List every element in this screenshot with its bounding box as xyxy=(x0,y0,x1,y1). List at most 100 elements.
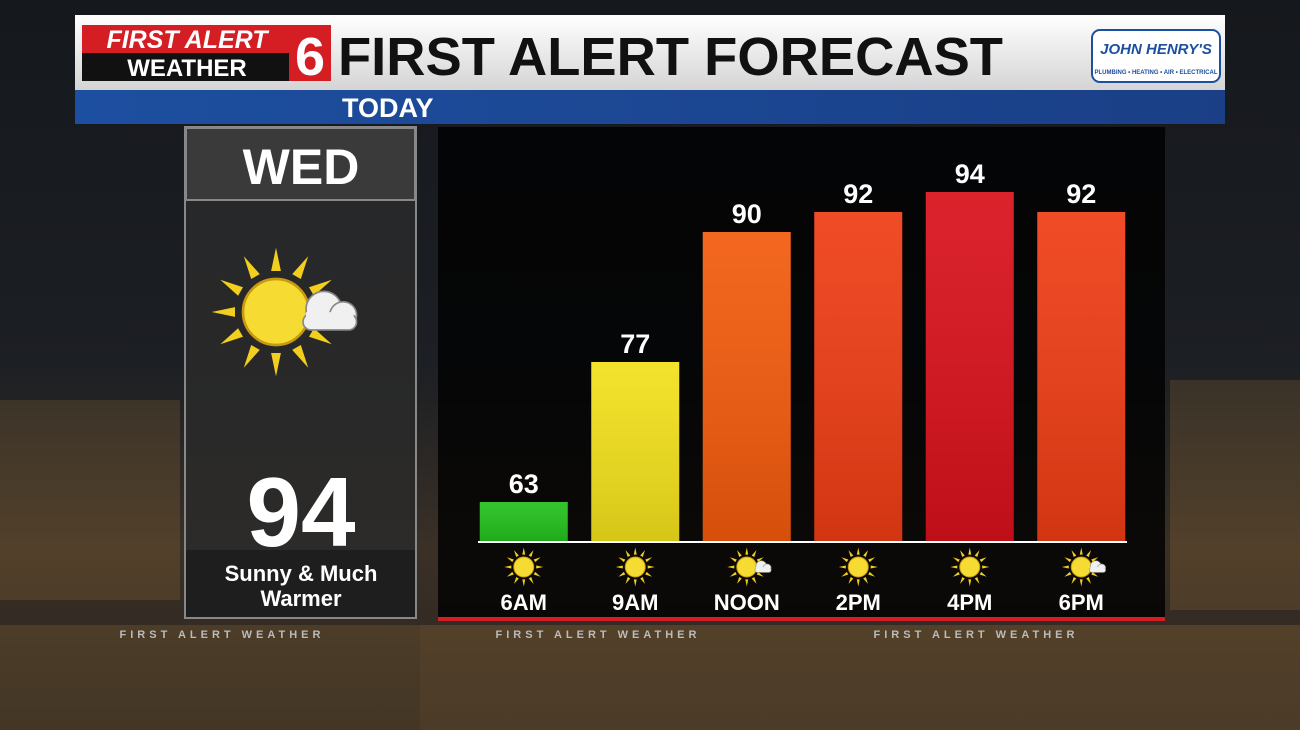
sun-ray xyxy=(952,557,960,563)
sun-ray xyxy=(1091,557,1099,563)
sun-ray xyxy=(292,256,309,279)
sun-ray xyxy=(506,571,514,577)
sun-ray xyxy=(528,577,534,584)
bar-shade xyxy=(591,362,680,542)
day-high: 94 xyxy=(246,457,355,567)
sun-ray xyxy=(1071,577,1077,584)
sun-ray xyxy=(1091,571,1099,577)
chart: 63 6AM 77 9AM 90 NOON 92 2PM 94 4PM 92 6PM xyxy=(478,159,1127,615)
bar-shade xyxy=(1037,212,1126,542)
sun-ray xyxy=(625,577,631,584)
sun-ray xyxy=(868,571,876,577)
sun-disc xyxy=(847,556,869,578)
sun-disc xyxy=(241,277,311,347)
sun-ray xyxy=(514,550,519,557)
sun-ray xyxy=(1086,550,1091,557)
logo-number: 6 xyxy=(295,27,325,87)
header-subtitle: TODAY xyxy=(342,93,434,123)
sun-ray xyxy=(645,557,653,563)
sun-ray xyxy=(870,565,878,569)
weather-icon xyxy=(838,547,878,587)
sun-ray xyxy=(309,328,332,345)
sun-ray xyxy=(645,571,653,577)
x-tick-label: 6AM xyxy=(501,590,547,615)
sun-ray xyxy=(533,557,541,563)
sun-ray xyxy=(868,557,876,563)
watermark: FIRST ALERT WEATHER xyxy=(120,629,325,641)
sun-ray xyxy=(841,557,849,563)
weather-icon xyxy=(950,547,990,587)
day-icon xyxy=(211,247,358,377)
bar-value-label: 90 xyxy=(732,199,762,229)
subheader-bar xyxy=(75,90,1225,124)
sponsor-name: JOHN HENRY'S xyxy=(1100,41,1212,58)
sun-ray xyxy=(514,577,519,584)
sun-ray xyxy=(220,328,243,345)
sun-ray xyxy=(1079,579,1083,587)
sun-ray xyxy=(729,557,737,563)
sun-ray xyxy=(633,547,637,555)
logo-red xyxy=(82,25,292,53)
sun-ray xyxy=(640,550,645,557)
sun-ray xyxy=(756,571,764,577)
sun-ray xyxy=(727,565,735,569)
bar-value-label: 92 xyxy=(1066,179,1096,209)
sun-ray xyxy=(974,577,980,584)
sun-ray xyxy=(271,353,281,377)
sun-ray xyxy=(751,577,757,584)
sun-ray xyxy=(220,279,243,296)
sun-ray xyxy=(838,565,846,569)
sun-disc xyxy=(736,556,758,578)
sun-ray xyxy=(863,550,868,557)
chart-underline xyxy=(438,617,1165,621)
sun-ray xyxy=(968,579,972,587)
sun-ray xyxy=(528,550,534,557)
sun-ray xyxy=(751,550,757,557)
x-tick-label: 6PM xyxy=(1059,590,1104,615)
sun-disc xyxy=(513,556,535,578)
city-lights xyxy=(0,380,1300,730)
logo-line1: FIRST ALERT xyxy=(106,26,270,54)
sun-ray xyxy=(737,550,742,557)
cloud xyxy=(1089,560,1106,573)
sun-ray xyxy=(243,256,260,279)
x-tick-label: NOON xyxy=(714,590,780,615)
sun-ray xyxy=(841,571,849,577)
sun-ray xyxy=(952,571,960,577)
logo-line2: WEATHER xyxy=(127,55,247,82)
sun-ray xyxy=(211,307,235,317)
sun-ray xyxy=(950,565,958,569)
bar-shade xyxy=(702,232,791,542)
x-tick-label: 4PM xyxy=(947,590,992,615)
sun-ray xyxy=(1064,571,1072,577)
sponsor-tagline: PLUMBING • HEATING • AIR • ELECTRICAL xyxy=(1095,70,1218,76)
sun-ray xyxy=(863,577,868,584)
x-tick-label: 2PM xyxy=(836,590,881,615)
condition-line: Warmer xyxy=(260,586,342,611)
sun-ray xyxy=(504,565,512,569)
sun-ray xyxy=(633,579,637,587)
sun-ray xyxy=(292,345,309,368)
bar-value-label: 63 xyxy=(509,469,539,499)
sun-disc xyxy=(624,556,646,578)
sun-ray xyxy=(745,579,749,587)
sun-ray xyxy=(615,565,623,569)
sun-ray xyxy=(974,550,980,557)
condition-line: Sunny & Much xyxy=(225,561,378,586)
bar-shade xyxy=(925,192,1014,542)
watermark: FIRST ALERT WEATHER xyxy=(496,629,701,641)
sun-ray xyxy=(625,550,631,557)
watermarks: FIRST ALERT WEATHER FIRST ALERT WEATHER … xyxy=(120,629,1075,641)
sun-ray xyxy=(536,565,544,569)
weather-icon xyxy=(727,547,772,587)
sun-ray xyxy=(1079,547,1083,555)
bar-value-label: 77 xyxy=(620,329,650,359)
sun-ray xyxy=(856,547,860,555)
sun-ray xyxy=(522,579,526,587)
sun-disc xyxy=(959,556,981,578)
weather-icon xyxy=(504,547,544,587)
sun-ray xyxy=(1061,565,1069,569)
bar-shade xyxy=(814,212,903,542)
sun-ray xyxy=(979,557,987,563)
